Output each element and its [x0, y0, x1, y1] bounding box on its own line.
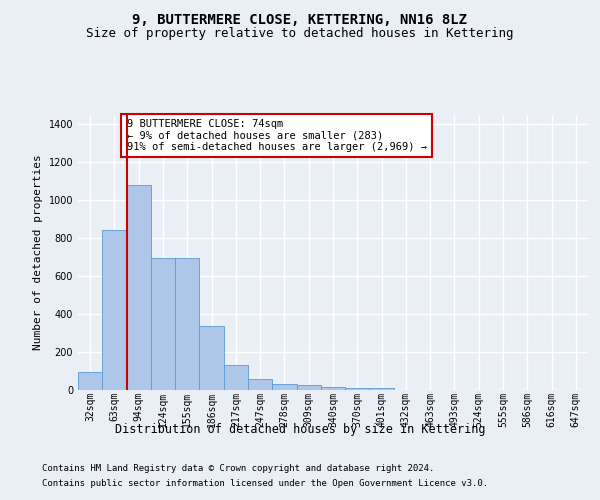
Bar	[127, 185, 151, 390]
Text: Size of property relative to detached houses in Kettering: Size of property relative to detached ho…	[86, 28, 514, 40]
Bar	[272, 384, 296, 390]
Text: Distribution of detached houses by size in Kettering: Distribution of detached houses by size …	[115, 422, 485, 436]
Bar	[78, 372, 102, 390]
Text: 9, BUTTERMERE CLOSE, KETTERING, NN16 8LZ: 9, BUTTERMERE CLOSE, KETTERING, NN16 8LZ	[133, 12, 467, 26]
Text: 9 BUTTERMERE CLOSE: 74sqm
← 9% of detached houses are smaller (283)
91% of semi-: 9 BUTTERMERE CLOSE: 74sqm ← 9% of detach…	[127, 119, 427, 152]
Text: Contains HM Land Registry data © Crown copyright and database right 2024.: Contains HM Land Registry data © Crown c…	[42, 464, 434, 473]
Bar	[102, 230, 127, 390]
Y-axis label: Number of detached properties: Number of detached properties	[33, 154, 43, 350]
Bar	[370, 388, 394, 390]
Bar	[199, 326, 224, 390]
Bar	[151, 258, 175, 390]
Bar	[224, 366, 248, 390]
Bar	[248, 378, 272, 390]
Text: Contains public sector information licensed under the Open Government Licence v3: Contains public sector information licen…	[42, 479, 488, 488]
Bar	[345, 388, 370, 390]
Bar	[296, 386, 321, 390]
Bar	[175, 258, 199, 390]
Bar	[321, 387, 345, 390]
